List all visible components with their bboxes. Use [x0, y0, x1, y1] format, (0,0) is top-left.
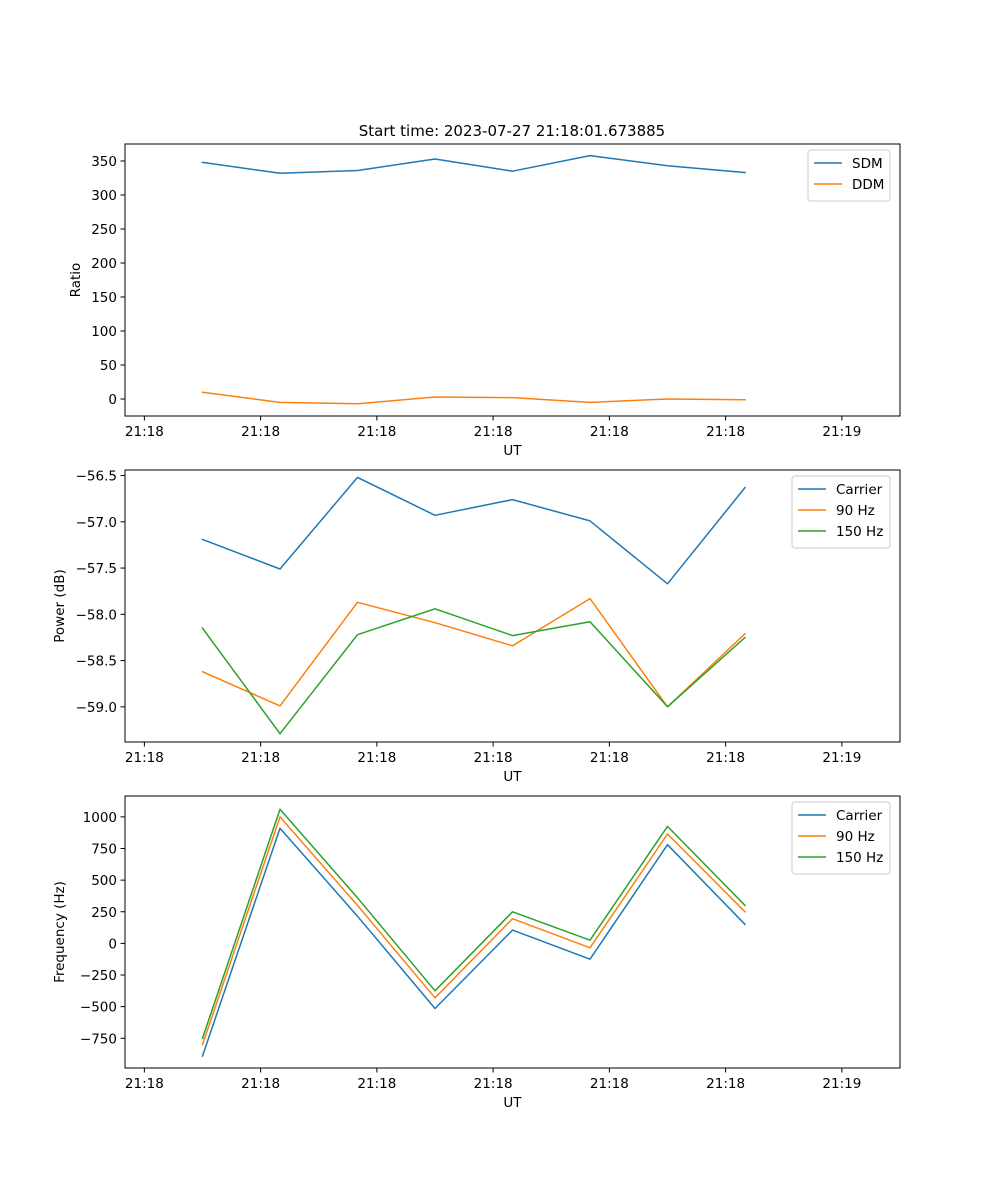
- y-tick-label: 0: [108, 936, 117, 952]
- x-tick-label: 21:18: [590, 750, 629, 766]
- y-tick-label: 50: [100, 358, 117, 374]
- y-tick-label: 750: [91, 842, 117, 858]
- y-tick-label: −750: [80, 1031, 117, 1047]
- x-tick-label: 21:18: [706, 750, 745, 766]
- power-y-axis-label: Power (dB): [52, 569, 68, 642]
- frequency-y-axis-label: Frequency (Hz): [52, 881, 68, 983]
- legend-label-carrier: Carrier: [836, 482, 883, 498]
- x-tick-label: 21:18: [706, 1076, 745, 1092]
- power-axes-frame: [124, 469, 901, 743]
- x-tick-label: 21:18: [706, 424, 745, 440]
- x-tick-label: 21:18: [125, 750, 164, 766]
- y-tick-label: −59.0: [76, 700, 117, 716]
- x-tick-label: 21:19: [822, 750, 861, 766]
- legend-label-carrier: Carrier: [836, 808, 883, 824]
- legend-label-sdm: SDM: [852, 156, 883, 172]
- y-tick-label: 1000: [83, 810, 117, 826]
- frequency-subplot: 21:18 21:18 21:18 21:18 21:18 21:18 21:19 −750 −…: [52, 795, 901, 1111]
- y-tick-label: 150: [91, 290, 117, 306]
- y-tick-label: −500: [80, 1000, 117, 1016]
- series-line-90-hz: [201, 816, 747, 1046]
- ratio-subplot: 21:18 21:18 21:18 21:18 21:18 21:18 21:19 0 50 10…: [68, 143, 901, 459]
- power-subplot: 21:18 21:18 21:18 21:18 21:18 21:18 21:19 −59.0…: [52, 469, 901, 785]
- ratio-y-axis-label: Ratio: [68, 263, 84, 298]
- y-tick-label: 500: [91, 873, 117, 889]
- x-tick-label: 21:18: [357, 750, 396, 766]
- y-tick-label: −58.5: [76, 654, 117, 670]
- x-tick-label: 21:18: [241, 750, 280, 766]
- frequency-legend: [791, 801, 891, 875]
- x-tick-label: 21:18: [125, 424, 164, 440]
- x-tick-label: 21:18: [474, 750, 513, 766]
- y-tick-label: −57.5: [76, 561, 117, 577]
- y-tick-label: 100: [91, 324, 117, 340]
- x-tick-label: 21:18: [590, 424, 629, 440]
- legend-label-ddm: DDM: [852, 177, 884, 193]
- y-tick-label: 250: [91, 905, 117, 921]
- legend-label-150-hz: 150 Hz: [836, 524, 883, 540]
- x-tick-label: 21:18: [474, 424, 513, 440]
- x-tick-label: 21:18: [590, 1076, 629, 1092]
- y-tick-label: 200: [91, 256, 117, 272]
- power-legend: [791, 475, 891, 549]
- legend-label-90-hz: 90 Hz: [836, 829, 875, 845]
- y-tick-label: −250: [80, 968, 117, 984]
- series-line-carrier: [201, 827, 747, 1057]
- x-tick-label: 21:18: [357, 1076, 396, 1092]
- power-x-axis-label: UT: [503, 769, 522, 785]
- y-tick-label: 250: [91, 222, 117, 238]
- y-tick-label: 0: [108, 392, 117, 408]
- ratio-x-axis-label: UT: [503, 443, 522, 459]
- x-tick-label: 21:19: [822, 424, 861, 440]
- series-line-150-hz: [201, 808, 747, 1040]
- x-tick-label: 21:19: [822, 1076, 861, 1092]
- frequency-axes-frame: [124, 795, 901, 1069]
- series-line-carrier: [201, 476, 747, 585]
- y-tick-label: −56.5: [76, 469, 117, 485]
- x-tick-label: 21:18: [241, 1076, 280, 1092]
- x-tick-label: 21:18: [125, 1076, 164, 1092]
- legend-label-150-hz: 150 Hz: [836, 850, 883, 866]
- y-tick-label: 300: [91, 188, 117, 204]
- series-line-150-hz: [201, 608, 747, 735]
- legend-label-90-hz: 90 Hz: [836, 503, 875, 519]
- x-tick-label: 21:18: [474, 1076, 513, 1092]
- ratio-axes-frame: [124, 143, 901, 417]
- x-tick-label: 21:18: [241, 424, 280, 440]
- x-tick-label: 21:18: [357, 424, 396, 440]
- series-line-sdm: [201, 154, 746, 174]
- y-tick-label: 350: [91, 154, 117, 170]
- y-tick-label: −58.0: [76, 607, 117, 623]
- series-line-90-hz: [201, 597, 747, 708]
- chart-title: Start time: 2023-07-27 21:18:01.673885: [359, 122, 665, 140]
- series-line-ddm: [201, 391, 746, 405]
- frequency-x-axis-label: UT: [503, 1095, 522, 1111]
- y-tick-label: −57.0: [76, 515, 117, 531]
